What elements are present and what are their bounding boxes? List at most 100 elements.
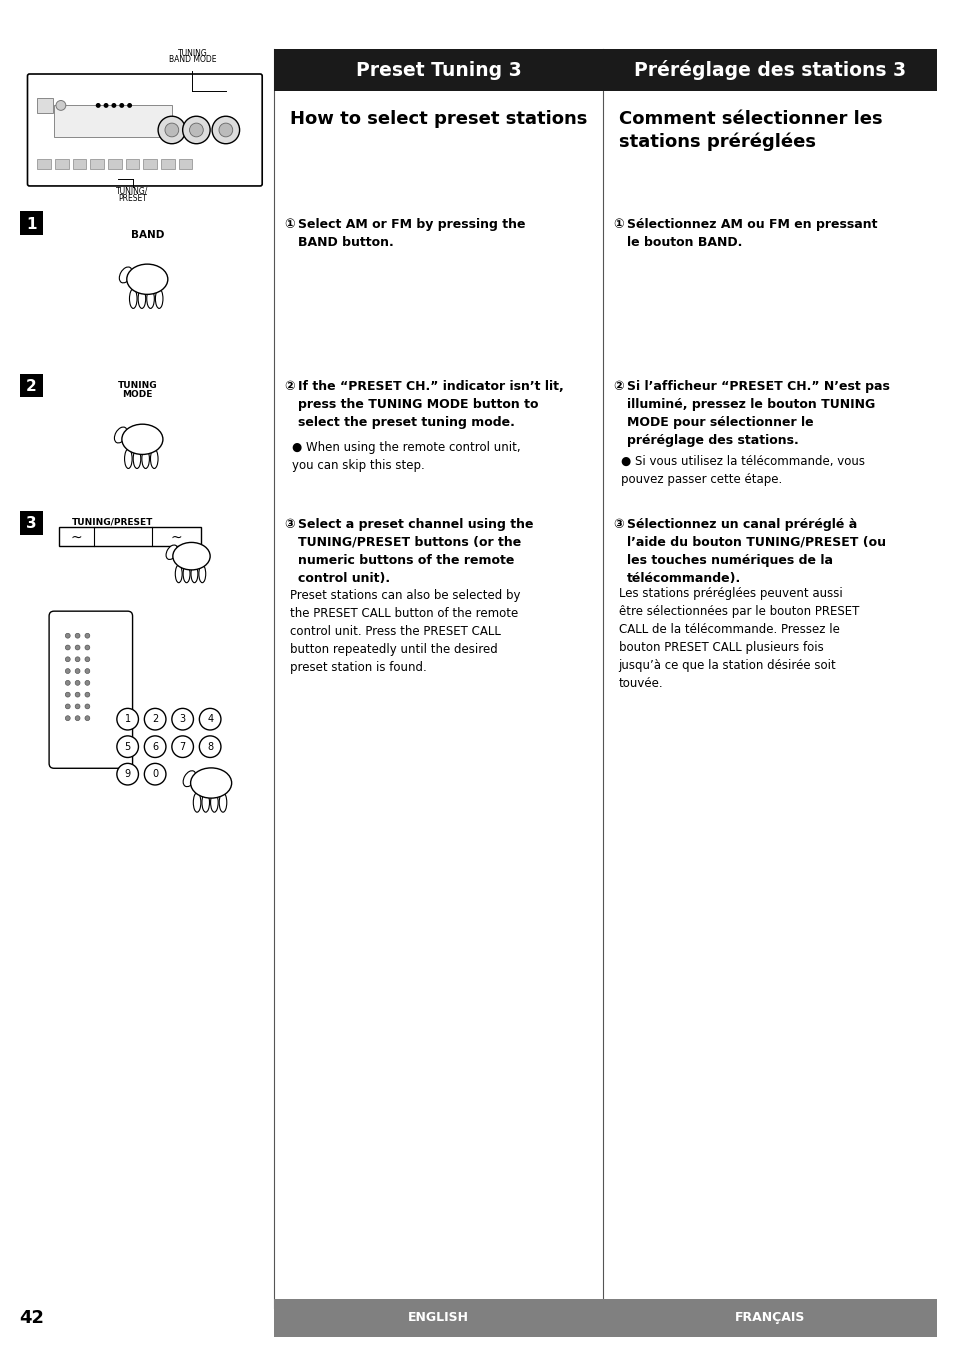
Text: 9: 9 xyxy=(125,769,131,780)
Circle shape xyxy=(104,103,109,108)
Text: 0: 0 xyxy=(152,769,158,780)
Circle shape xyxy=(95,103,101,108)
Text: 6: 6 xyxy=(152,742,158,751)
Bar xyxy=(274,1299,602,1337)
Text: BAND: BAND xyxy=(131,229,164,240)
Text: ~: ~ xyxy=(171,530,182,545)
Text: ~: ~ xyxy=(71,530,82,545)
Circle shape xyxy=(172,735,193,758)
Circle shape xyxy=(65,716,71,720)
Circle shape xyxy=(182,116,210,144)
Text: 2: 2 xyxy=(26,379,37,394)
Text: ③: ③ xyxy=(283,518,294,532)
Text: Select a preset channel using the
TUNING/PRESET buttons (or the
numeric buttons : Select a preset channel using the TUNING… xyxy=(297,518,533,585)
Text: Sélectionnez un canal préréglé à
l’aide du bouton TUNING/PRESET (ou
les touches : Sélectionnez un canal préréglé à l’aide … xyxy=(626,518,884,585)
Circle shape xyxy=(116,764,138,785)
Circle shape xyxy=(75,669,80,673)
Text: If the “PRESET CH.” indicator isn’t lit,
press the TUNING MODE button to
select : If the “PRESET CH.” indicator isn’t lit,… xyxy=(297,380,562,429)
Text: 1: 1 xyxy=(26,217,36,232)
Ellipse shape xyxy=(198,565,206,583)
Ellipse shape xyxy=(122,424,163,455)
Bar xyxy=(108,159,122,169)
Bar xyxy=(143,159,157,169)
Bar xyxy=(20,511,43,534)
Circle shape xyxy=(219,123,233,136)
Circle shape xyxy=(85,692,90,697)
Text: FRANÇAIS: FRANÇAIS xyxy=(734,1311,804,1325)
Circle shape xyxy=(65,645,71,650)
Text: ③: ③ xyxy=(612,518,622,532)
Bar xyxy=(602,50,936,90)
Circle shape xyxy=(85,633,90,638)
Ellipse shape xyxy=(114,428,127,442)
Circle shape xyxy=(75,704,80,708)
Text: 2: 2 xyxy=(152,714,158,724)
Circle shape xyxy=(56,101,66,111)
Ellipse shape xyxy=(183,770,195,786)
Text: BAND MODE: BAND MODE xyxy=(169,55,216,65)
Circle shape xyxy=(172,708,193,730)
Bar xyxy=(178,159,193,169)
Circle shape xyxy=(144,708,166,730)
Text: ①: ① xyxy=(612,219,622,232)
Circle shape xyxy=(127,103,132,108)
Ellipse shape xyxy=(219,793,227,812)
Text: 1: 1 xyxy=(125,714,131,724)
Ellipse shape xyxy=(125,449,132,468)
Circle shape xyxy=(75,716,80,720)
Text: Select AM or FM by pressing the
BAND button.: Select AM or FM by pressing the BAND but… xyxy=(297,219,524,250)
Ellipse shape xyxy=(119,267,132,283)
Ellipse shape xyxy=(155,289,163,309)
Circle shape xyxy=(116,735,138,758)
Circle shape xyxy=(85,716,90,720)
FancyBboxPatch shape xyxy=(28,74,262,186)
Circle shape xyxy=(190,123,203,136)
Text: Si l’afficheur “PRESET CH.” N’est pas
illuminé, pressez le bouton TUNING
MODE po: Si l’afficheur “PRESET CH.” N’est pas il… xyxy=(626,380,888,448)
Text: 5: 5 xyxy=(125,742,131,751)
Circle shape xyxy=(75,657,80,662)
Bar xyxy=(91,159,104,169)
Circle shape xyxy=(212,116,239,144)
Circle shape xyxy=(85,657,90,662)
Text: ● Si vous utilisez la télécommande, vous
pouvez passer cette étape.: ● Si vous utilisez la télécommande, vous… xyxy=(620,455,863,486)
Text: 42: 42 xyxy=(20,1309,45,1327)
Ellipse shape xyxy=(172,542,210,569)
Text: Sélectionnez AM ou FM en pressant
le bouton BAND.: Sélectionnez AM ou FM en pressant le bou… xyxy=(626,219,876,250)
Text: ● When using the remote control unit,
you can skip this step.: ● When using the remote control unit, yo… xyxy=(292,441,519,472)
Circle shape xyxy=(65,704,71,708)
Ellipse shape xyxy=(211,793,218,812)
Text: 4: 4 xyxy=(207,714,213,724)
Text: ②: ② xyxy=(612,380,622,394)
Text: ②: ② xyxy=(283,380,294,394)
Ellipse shape xyxy=(193,793,201,812)
Ellipse shape xyxy=(166,545,177,560)
Ellipse shape xyxy=(191,768,232,799)
Text: Préréglage des stations 3: Préréglage des stations 3 xyxy=(633,61,905,80)
Bar xyxy=(274,50,602,90)
Circle shape xyxy=(75,645,80,650)
Circle shape xyxy=(199,708,221,730)
FancyBboxPatch shape xyxy=(49,611,132,769)
Circle shape xyxy=(65,669,71,673)
Circle shape xyxy=(116,708,138,730)
Circle shape xyxy=(144,735,166,758)
Circle shape xyxy=(144,764,166,785)
Circle shape xyxy=(75,680,80,685)
Text: TUNING: TUNING xyxy=(117,382,157,390)
Text: 8: 8 xyxy=(207,742,213,751)
Text: PRESET: PRESET xyxy=(118,194,147,202)
Circle shape xyxy=(85,645,90,650)
Circle shape xyxy=(85,669,90,673)
Bar xyxy=(20,212,43,235)
Ellipse shape xyxy=(183,565,190,583)
Ellipse shape xyxy=(138,289,146,309)
Circle shape xyxy=(65,680,71,685)
Ellipse shape xyxy=(202,793,210,812)
Text: Les stations préréglées peuvent aussi
être sélectionnées par le bouton PRESET
CA: Les stations préréglées peuvent aussi êt… xyxy=(618,587,858,689)
Text: Comment sélectionner les
stations préréglées: Comment sélectionner les stations prérég… xyxy=(618,111,882,151)
Text: TUNING/PRESET: TUNING/PRESET xyxy=(72,518,153,526)
Bar xyxy=(602,1299,936,1337)
Bar xyxy=(126,159,139,169)
Text: Preset Tuning 3: Preset Tuning 3 xyxy=(355,61,520,80)
Bar xyxy=(55,159,69,169)
